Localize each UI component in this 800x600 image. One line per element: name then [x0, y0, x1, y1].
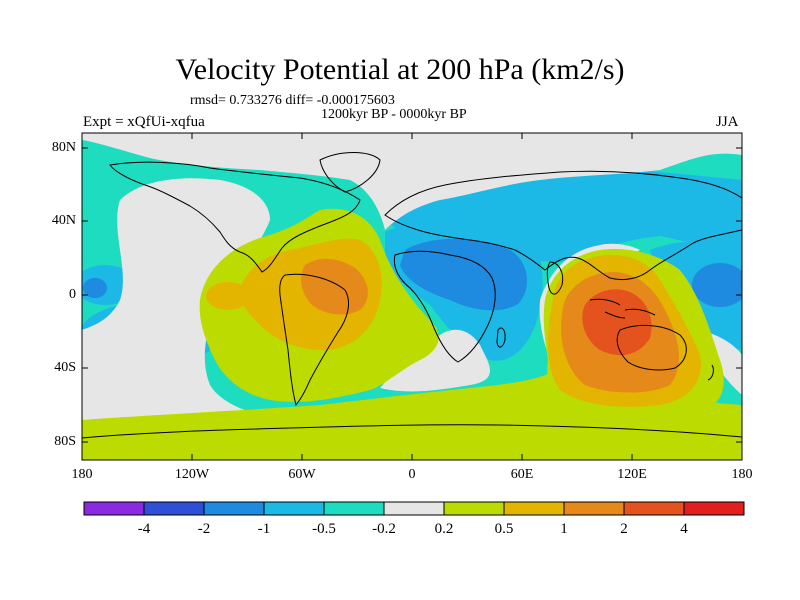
antarctica-outline: [82, 424, 742, 439]
colorbar-label: -2: [197, 521, 211, 537]
africa-outline: [393, 250, 496, 363]
colorbar-swatch: [623, 501, 685, 516]
new-zealand-outline: [707, 364, 714, 381]
coastlines: [82, 152, 742, 439]
page-title: Velocity Potential at 200 hPa (km2/s): [175, 53, 625, 86]
lon-tick-180e: 180: [731, 467, 753, 482]
lon-tick-180w: 180: [71, 467, 93, 482]
season-label: JJA: [716, 114, 739, 130]
period-label: 1200kyr BP - 0000kyr BP: [321, 107, 467, 122]
colorbar-swatch: [563, 501, 625, 516]
colorbar-label: -4: [137, 521, 151, 537]
axis-ticks: [82, 133, 742, 460]
colorbar-label: 0.5: [494, 521, 514, 537]
colorbar-swatch: [503, 501, 565, 516]
colorbar-swatch: [203, 501, 265, 516]
colorbar-swatch: [143, 501, 205, 516]
lat-tick-80n: 80N: [51, 140, 76, 155]
field-gold-east-pacific: [206, 282, 250, 310]
field-red-orange-core: [582, 289, 652, 356]
north-america-outline: [109, 161, 361, 273]
australia-outline: [616, 325, 687, 371]
colorbar-swatch: [83, 501, 145, 516]
maritime-continent-outline: [589, 298, 656, 319]
colorbar-swatch: [323, 501, 385, 516]
field-grey-arctic: [82, 133, 742, 230]
field-blue-west-pacific: [692, 263, 742, 307]
lat-tick-0: 0: [69, 287, 76, 302]
greenland-outline: [319, 152, 381, 193]
colorbar-label: 2: [620, 521, 628, 537]
rmsd-diff-stats: rmsd= 0.733276 diff= -0.000175603: [190, 93, 395, 108]
colorbar-swatch: [383, 501, 445, 516]
colorbar-label: 1: [560, 521, 568, 537]
south-america-outline: [279, 273, 349, 407]
experiment-label: Expt = xQfUi-xqfua: [83, 114, 205, 130]
colorbar-label: 0.2: [434, 521, 454, 537]
colorbar-swatch: [263, 501, 325, 516]
lon-tick-60e: 60E: [510, 467, 534, 482]
velocity-potential-map: [82, 133, 742, 460]
lon-tick-0: 0: [408, 467, 416, 482]
lon-tick-120e: 120E: [617, 467, 647, 482]
eurasia-outline: [384, 170, 742, 281]
colorbar: [83, 501, 745, 516]
lat-tick-80s: 80S: [54, 434, 76, 449]
colorbar-label: -1: [257, 521, 271, 537]
colorbar-label: -0.5: [312, 521, 336, 537]
india-outline: [546, 261, 564, 295]
lon-tick-120w: 120W: [174, 467, 210, 482]
madagascar-outline: [496, 327, 506, 348]
lon-tick-60w: 60W: [288, 467, 316, 482]
field-grey-south-atlantic: [380, 329, 490, 392]
field-orange-south-america: [300, 258, 368, 315]
colorbar-swatch: [443, 501, 505, 516]
lat-tick-40n: 40N: [51, 213, 76, 228]
colorbar-swatch: [683, 501, 745, 516]
field-blue-north-pacific: [83, 278, 107, 298]
colorbar-label: 4: [680, 521, 688, 537]
lat-tick-40s: 40S: [54, 360, 76, 375]
colorbar-label: -0.2: [372, 521, 396, 537]
